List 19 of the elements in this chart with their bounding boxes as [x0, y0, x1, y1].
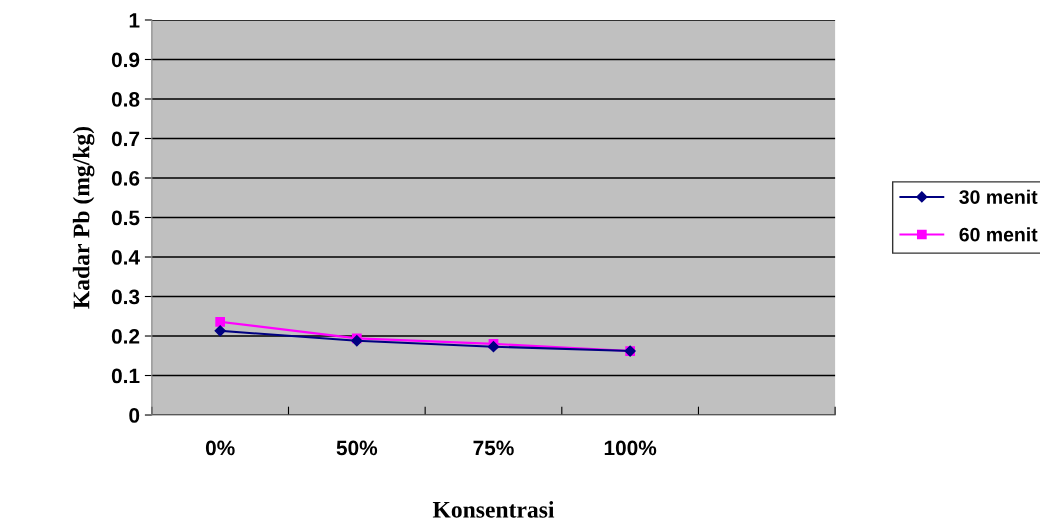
y-axis-title: Kadar Pb (mg/kg)	[72, 126, 95, 309]
x-tick-label: 0%	[205, 440, 235, 456]
x-tick-label: 100%	[604, 440, 657, 456]
x-tick-label: 75%	[473, 440, 514, 456]
legend-label: 30 menit	[959, 189, 1038, 204]
legend-label: 60 menit	[959, 227, 1038, 242]
y-tick-label: 0.1	[111, 368, 140, 384]
x-axis-title: Konsentrasi	[432, 501, 555, 518]
y-tick-label: 0	[129, 408, 140, 423]
y-tick-label: 0.8	[111, 91, 140, 107]
y-tick-label: 0.9	[111, 52, 140, 68]
y-tick-label: 0.5	[111, 210, 140, 226]
y-tick-label: 1	[129, 13, 140, 28]
y-tick-label: 0.6	[111, 171, 140, 186]
y-tick-label: 0.3	[111, 289, 140, 305]
y-tick-label: 0.2	[111, 329, 140, 344]
x-tick-label: 50%	[336, 440, 378, 456]
y-tick-label: 0.4	[111, 250, 140, 265]
y-tick-label: 0.7	[111, 131, 140, 147]
